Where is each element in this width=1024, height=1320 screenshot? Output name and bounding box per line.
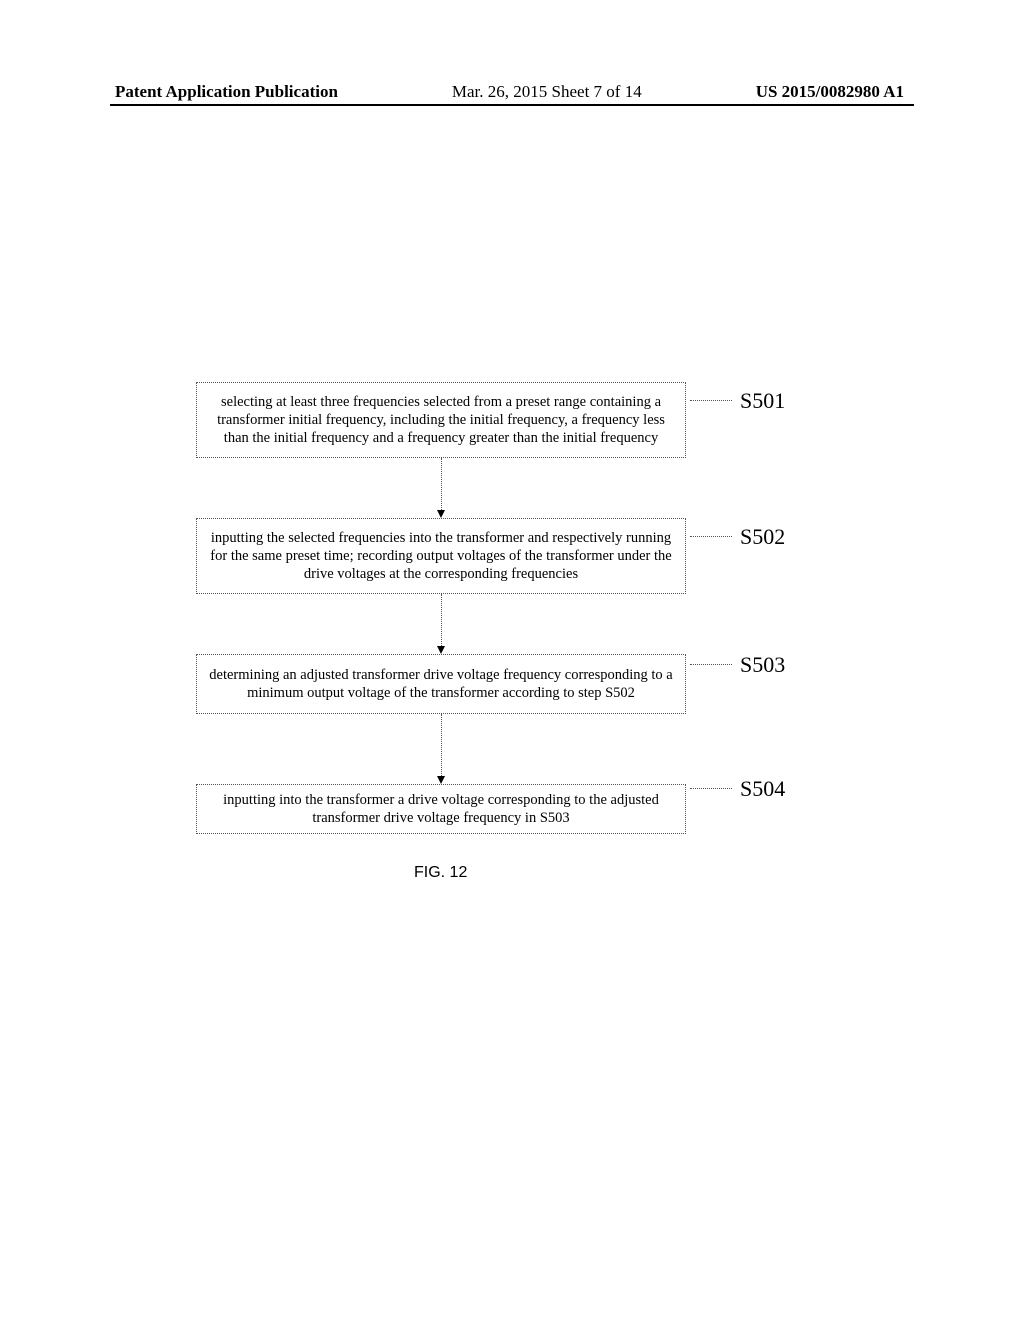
arrowhead-icon [437, 776, 445, 784]
flow-step-text: determining an adjusted transformer driv… [207, 666, 675, 702]
header-left: Patent Application Publication [115, 82, 338, 102]
flow-step-s501: selecting at least three frequencies sel… [196, 382, 686, 458]
header-rule [110, 104, 914, 106]
connector-line [441, 714, 442, 776]
flow-step-text: inputting the selected frequencies into … [207, 529, 675, 583]
leader-line [690, 400, 732, 401]
flow-step-text: selecting at least three frequencies sel… [207, 393, 675, 447]
arrowhead-icon [437, 646, 445, 654]
flow-step-s503: determining an adjusted transformer driv… [196, 654, 686, 714]
flow-step-s504: inputting into the transformer a drive v… [196, 784, 686, 834]
connector-line [441, 594, 442, 646]
header-center: Mar. 26, 2015 Sheet 7 of 14 [452, 82, 642, 102]
step-label-s502: S502 [740, 524, 785, 550]
header-right: US 2015/0082980 A1 [756, 82, 904, 102]
arrowhead-icon [437, 510, 445, 518]
flow-step-text: inputting into the transformer a drive v… [207, 791, 675, 827]
leader-line [690, 664, 732, 665]
figure-label: FIG. 12 [414, 864, 467, 882]
step-label-s503: S503 [740, 652, 785, 678]
flow-step-s502: inputting the selected frequencies into … [196, 518, 686, 594]
step-label-s501: S501 [740, 388, 785, 414]
leader-line [690, 788, 732, 789]
page-header: Patent Application Publication Mar. 26, … [0, 82, 1024, 102]
patent-page: Patent Application Publication Mar. 26, … [0, 0, 1024, 1320]
leader-line [690, 536, 732, 537]
step-label-s504: S504 [740, 776, 785, 802]
connector-line [441, 458, 442, 510]
